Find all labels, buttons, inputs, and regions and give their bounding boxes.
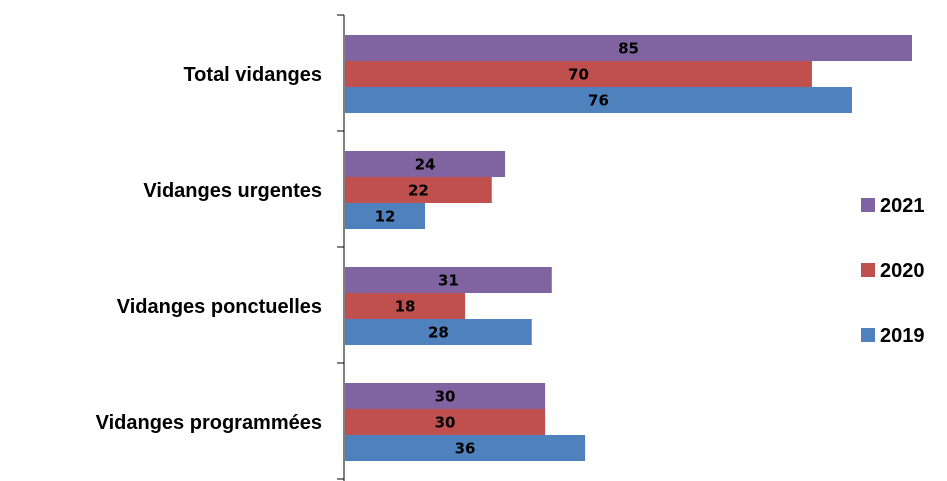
bar-2019-vidanges-programmees — [345, 435, 586, 461]
data-label-2019-vidanges-programmees: 36 — [455, 440, 476, 458]
bar-2021-vidanges-ponctuelles — [345, 267, 552, 293]
legend-label-2019: 2019 — [880, 325, 925, 347]
data-label-2020-total-vidanges: 70 — [568, 66, 589, 84]
data-label-2020-vidanges-programmees: 30 — [435, 414, 456, 432]
bar-2020-vidanges-programmees — [345, 409, 546, 435]
category-label-total-vidanges: Total vidanges — [183, 64, 322, 86]
bar-2021-total-vidanges — [345, 35, 912, 61]
category-label-vidanges-urgentes: Vidanges urgentes — [143, 180, 322, 202]
legend-swatch-2020 — [861, 263, 875, 277]
bar-2020-vidanges-urgentes — [345, 177, 492, 203]
data-label-2020-vidanges-urgentes: 22 — [408, 182, 429, 200]
data-label-2021-vidanges-urgentes: 24 — [415, 156, 436, 174]
bar-2019-total-vidanges — [345, 87, 852, 113]
legend-label-2020: 2020 — [880, 260, 925, 282]
plot-area: Total vidanges 85 70 76 Vidanges urgentes 24 2… — [96, 14, 912, 481]
bar-2019-vidanges-ponctuelles — [345, 319, 532, 345]
bar-2021-vidanges-urgentes — [345, 151, 506, 177]
data-label-2021-vidanges-ponctuelles: 31 — [438, 272, 459, 290]
data-label-2019-total-vidanges: 76 — [588, 92, 609, 110]
legend-swatch-2019 — [861, 328, 875, 342]
legend-swatch-2021 — [861, 198, 875, 212]
data-label-2021-total-vidanges: 85 — [618, 40, 639, 58]
legend: 2021 2020 2019 — [861, 195, 925, 347]
data-label-2021-vidanges-programmees: 30 — [435, 388, 456, 406]
data-label-2019-vidanges-ponctuelles: 28 — [428, 324, 449, 342]
bar-2019-vidanges-urgentes — [345, 203, 426, 229]
legend-label-2021: 2021 — [880, 195, 925, 217]
bar-2021-vidanges-programmees — [345, 383, 546, 409]
data-label-2020-vidanges-ponctuelles: 18 — [395, 298, 416, 316]
category-label-vidanges-ponctuelles: Vidanges ponctuelles — [117, 296, 322, 318]
bar-2020-total-vidanges — [345, 61, 812, 87]
bar-2020-vidanges-ponctuelles — [345, 293, 466, 319]
data-label-2019-vidanges-urgentes: 12 — [375, 208, 396, 226]
category-label-vidanges-programmees: Vidanges programmées — [96, 412, 322, 434]
